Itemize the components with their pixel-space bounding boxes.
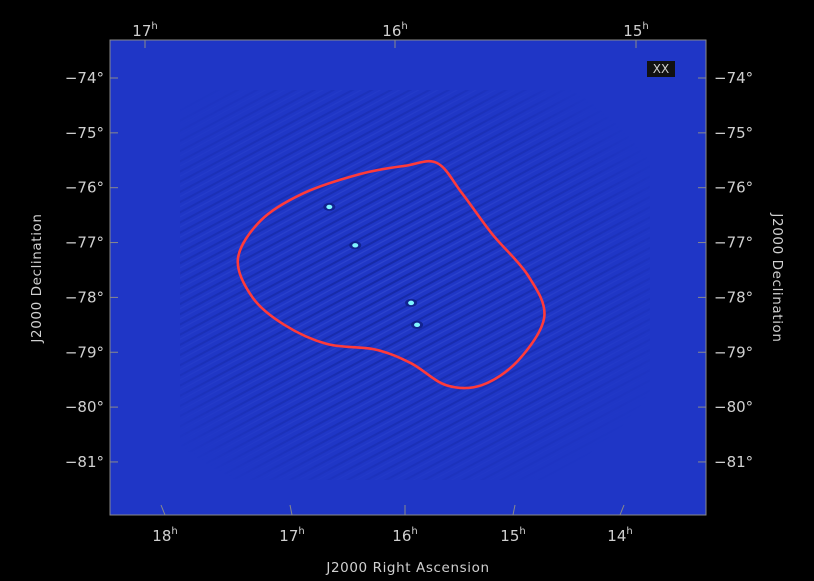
ra-tick-label: 18h	[152, 526, 177, 545]
bright-source	[352, 243, 359, 248]
ra-tick-hours: 17	[132, 22, 151, 40]
ra-tick-label: 16h	[392, 526, 417, 545]
ra-tick-label: 17h	[132, 21, 157, 40]
ra-tick-unit: h	[298, 526, 304, 537]
dec-tick-label-right: −80°	[714, 398, 753, 416]
dec-tick-label-left: −78°	[65, 288, 104, 306]
ra-tick-bottom	[512, 504, 516, 516]
dec-tick-label-left: −75°	[65, 124, 104, 142]
dec-axis-left: −74° −75° −76° −77° −78° −79° −80° −81°	[65, 69, 118, 471]
dec-tick-label-left: −79°	[65, 343, 104, 361]
ra-tick-bottom	[619, 504, 625, 516]
dec-axis-right: −74° −75° −76° −77° −78° −79° −80° −81°	[698, 69, 753, 471]
sidelobe-ripples	[180, 90, 650, 480]
bright-source	[408, 300, 415, 306]
ra-tick-label: 15h	[500, 526, 525, 545]
beam-contour	[236, 159, 546, 390]
ra-tick-unit: h	[401, 21, 407, 32]
dec-tick-label-right: −81°	[714, 453, 753, 471]
ra-tick-label: 16h	[382, 21, 407, 40]
dec-tick-label-right: −75°	[714, 124, 753, 142]
ra-tick-bottom	[160, 504, 166, 516]
dec-tick-label-left: −81°	[65, 453, 104, 471]
dec-tick-label-right: −76°	[714, 179, 753, 197]
dec-tick-label-right: −79°	[714, 343, 753, 361]
ra-tick-hours: 16	[392, 527, 411, 545]
bright-source	[326, 204, 333, 210]
dec-tick-label-right: −77°	[714, 234, 753, 252]
ra-tick-hours: 14	[607, 527, 626, 545]
dec-tick-label-left: −76°	[65, 179, 104, 197]
dec-tick-label-left: −77°	[65, 234, 104, 252]
bright-sources	[323, 202, 424, 329]
polarization-badge: XX	[647, 61, 675, 77]
ra-tick-label: 14h	[607, 526, 632, 545]
ra-tick-unit: h	[171, 526, 177, 537]
dec-tick-label-left: −80°	[65, 398, 104, 416]
ra-tick-unit: h	[151, 21, 157, 32]
dec-tick-label-right: −74°	[714, 69, 753, 87]
ra-tick-hours: 17	[279, 527, 298, 545]
ra-tick-hours: 16	[382, 22, 401, 40]
x-axis-title: J2000 Right Ascension	[325, 560, 489, 576]
ra-tick-label: 17h	[279, 526, 304, 545]
ra-tick-hours: 18	[152, 527, 171, 545]
ra-tick-unit: h	[642, 21, 648, 32]
y-axis-title-left: J2000 Declination	[29, 213, 45, 343]
ra-tick-unit: h	[626, 526, 632, 537]
ra-tick-hours: 15	[623, 22, 642, 40]
ra-axis-bottom: 18h 17h 16h 15h 14h	[152, 504, 633, 545]
dec-tick-label-right: −78°	[714, 288, 753, 306]
ra-tick-unit: h	[411, 526, 417, 537]
ra-tick-label: 15h	[623, 21, 648, 40]
image-frame	[109, 39, 707, 516]
ra-axis-top: 17h 16h 15h	[132, 21, 649, 48]
y-axis-title-right: J2000 Declination	[769, 212, 785, 342]
ra-tick-hours: 15	[500, 527, 519, 545]
ra-tick-unit: h	[519, 526, 525, 537]
dec-tick-label-left: −74°	[65, 69, 104, 87]
ra-tick-bottom	[289, 504, 293, 516]
bright-source	[414, 322, 421, 328]
